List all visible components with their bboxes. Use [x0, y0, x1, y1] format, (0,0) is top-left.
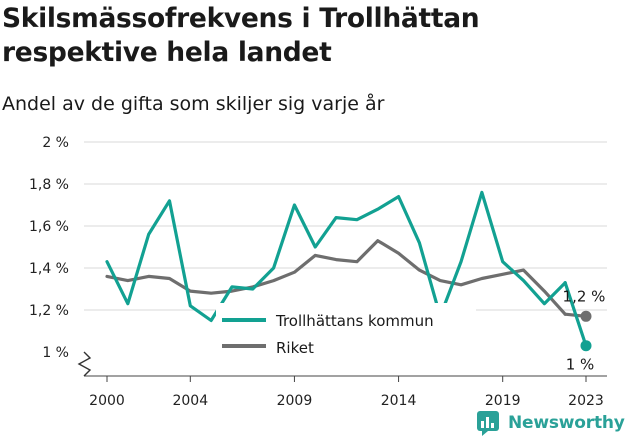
newsworthy-chart-icon — [477, 411, 499, 436]
x-tick-label: 2000 — [89, 393, 125, 409]
x-axis: 2000 2004 2009 2014 2019 2023 — [77, 351, 607, 409]
end-label-trollhattan: 1 % — [566, 356, 595, 374]
series-line-riket — [105, 239, 567, 316]
end-markers: 1,2 % 1 % — [563, 287, 606, 373]
y-tick-label: 1,4 % — [29, 261, 69, 277]
legend-label-trollhattan: Trollhättans kommun — [275, 312, 434, 330]
legend-label-riket: Riket — [276, 339, 314, 357]
legend: Trollhättans kommun Riket — [216, 303, 476, 357]
y-tick-label: 1,6 % — [29, 219, 69, 235]
x-tick-label: 2014 — [381, 393, 417, 409]
axis-break-icon — [77, 351, 92, 377]
y-axis-ticks: 1 % 1,2 % 1,4 % 1,6 % 1,8 % 2 % — [29, 135, 69, 361]
series-line-trollhattan — [105, 190, 567, 323]
end-label-riket: 1,2 % — [563, 287, 606, 305]
newsworthy-logo: Newsworthy — [476, 410, 625, 436]
x-tick-label: 2004 — [172, 393, 208, 409]
y-tick-label: 1,2 % — [29, 303, 69, 319]
y-tick-label: 1,8 % — [29, 177, 69, 193]
y-tick-label: 1 % — [42, 345, 69, 361]
x-tick-label: 2009 — [277, 393, 313, 409]
end-marker-trollhattan — [580, 340, 592, 352]
chart-title: Skilsmässofrekvens i Trollhättan respekt… — [2, 3, 480, 68]
y-tick-label: 2 % — [42, 135, 69, 151]
x-tick-label: 2019 — [485, 393, 521, 409]
brand-name: Newsworthy — [508, 413, 625, 433]
grid-lines — [84, 141, 607, 311]
end-marker-riket — [580, 310, 592, 322]
x-tick-label: 2023 — [568, 393, 604, 409]
series-line-trollhattan-last-segment — [563, 281, 588, 348]
chart-subtitle: Andel av de gifta som skiljer sig varje … — [2, 93, 385, 115]
